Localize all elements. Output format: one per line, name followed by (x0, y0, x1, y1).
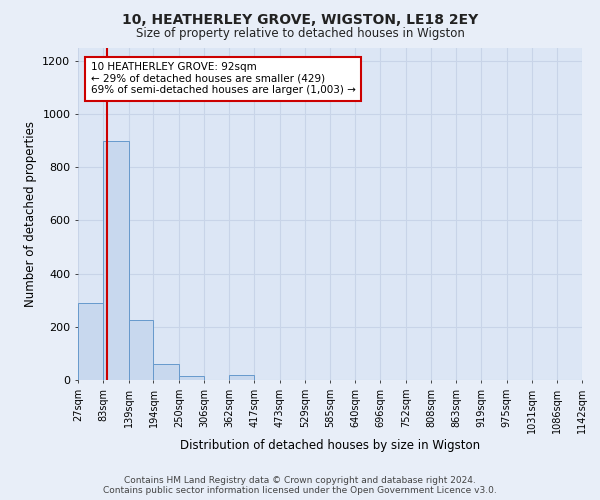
Bar (179, 376, 204, 380)
Text: 10, HEATHERLEY GROVE, WIGSTON, LE18 2EY: 10, HEATHERLEY GROVE, WIGSTON, LE18 2EY (122, 12, 478, 26)
Y-axis label: Number of detached properties: Number of detached properties (23, 120, 37, 306)
Text: Contains HM Land Registry data © Crown copyright and database right 2024.
Contai: Contains HM Land Registry data © Crown c… (103, 476, 497, 495)
Bar (103, 140, 128, 380)
Text: Size of property relative to detached houses in Wigston: Size of property relative to detached ho… (136, 28, 464, 40)
Bar (229, 374, 254, 380)
X-axis label: Distribution of detached houses by size in Wigston: Distribution of detached houses by size … (180, 438, 480, 452)
Text: 10 HEATHERLEY GROVE: 92sqm
← 29% of detached houses are smaller (429)
69% of sem: 10 HEATHERLEY GROVE: 92sqm ← 29% of deta… (91, 62, 356, 96)
Bar (78, 303, 103, 380)
Bar (154, 364, 179, 380)
Bar (128, 320, 154, 380)
